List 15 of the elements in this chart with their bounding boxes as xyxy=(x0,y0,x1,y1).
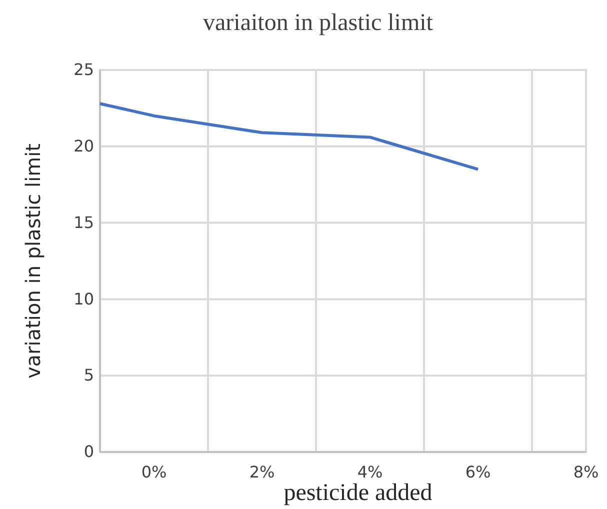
x-tick-label: 2% xyxy=(249,462,275,482)
x-tick-label: 8% xyxy=(573,462,599,482)
y-tick-label: 0 xyxy=(84,442,94,462)
y-tick-label: 25 xyxy=(74,60,94,80)
y-tick-label: 5 xyxy=(84,366,94,385)
y-axis-title: variation in plastic limit xyxy=(21,143,45,379)
y-tick-label: 20 xyxy=(74,136,94,156)
line-series xyxy=(98,102,480,171)
chart-title: variaiton in plastic limit xyxy=(203,10,434,36)
y-tick-label: 15 xyxy=(74,212,94,232)
x-tick-label: 6% xyxy=(465,462,491,482)
x-tick-label: 4% xyxy=(357,462,383,482)
x-tick-label: 0% xyxy=(141,462,167,482)
y-tick-label: 10 xyxy=(74,289,94,308)
x-axis-title: pesticide added xyxy=(284,480,432,506)
